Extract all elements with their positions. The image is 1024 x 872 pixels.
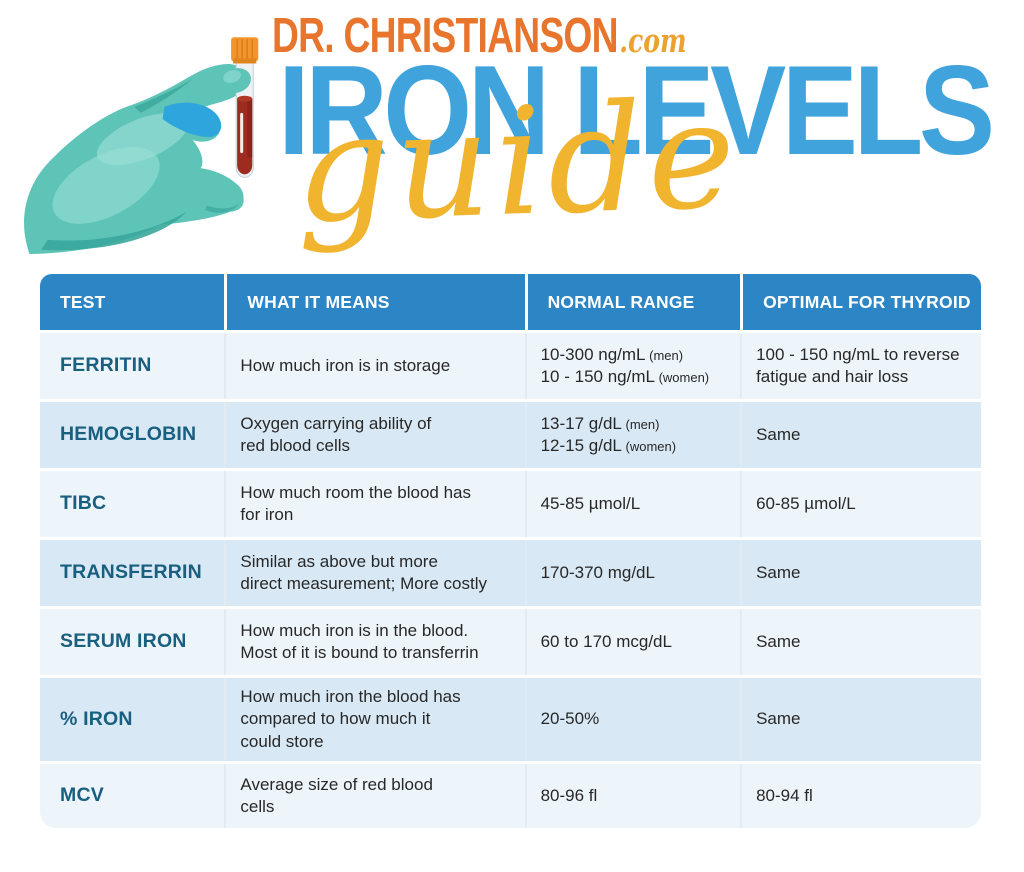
iron-levels-table: TEST WHAT IT MEANS NORMAL RANGE OPTIMAL FOR… [40,274,981,829]
normal-range-line: 45-85 µmol/L [540,493,641,513]
test-meaning: How much iron is in storage [224,333,524,399]
table-row: FERRITIN How much iron is in storage 10-30… [40,333,981,399]
optimal-for-thyroid: 60-85 µmol/L [740,471,981,537]
normal-range: 10-300 ng/mL (men) 10 - 150 ng/mL (women) [524,333,740,399]
range-note: (women) [654,370,710,385]
normal-range: 170-370 mg/dL [524,540,740,606]
normal-range-line: 80-96 fl [540,786,598,806]
optimal-for-thyroid: 80-94 fl [740,764,981,829]
normal-range-line: 20-50% [540,709,600,729]
table-header-row: TEST WHAT IT MEANS NORMAL RANGE OPTIMAL FOR… [40,274,981,330]
normal-range: 80-96 fl [524,764,740,829]
optimal-for-thyroid: Same [740,402,981,468]
table-row: TIBC How much room the blood has for iron… [40,471,981,537]
column-header: NORMAL RANGE [524,274,740,330]
table-row: MCV Average size of red blood cells 80-96 … [40,764,981,829]
range-note: (men) [621,416,660,432]
test-name: FERRITIN [60,354,152,377]
test-name: TIBC [60,492,107,515]
table-row: SERUM IRON How much iron is in the blood.… [40,609,981,675]
range-note: (men) [645,347,684,363]
test-name: % IRON [60,707,133,730]
test-meaning: How much iron is in the blood. Most of i… [224,609,524,675]
normal-range-line: 13-17 g/dL (men) [540,413,660,433]
column-header: WHAT IT MEANS [224,274,524,330]
column-header: OPTIMAL FOR THYROID [740,274,981,330]
table-row: % IRON How much iron the blood has compar… [40,678,981,762]
hand-holding-blood-test-tube-illustration [12,6,302,258]
normal-range-line: 10 - 150 ng/mL (women) [540,367,710,386]
range-note: (women) [621,439,677,454]
optimal-for-thyroid: Same [740,678,981,762]
normal-range: 13-17 g/dL (men) 12-15 g/dL (women) [524,402,740,468]
normal-range-line: 60 to 170 mcg/dL [540,631,672,651]
brand-line: DR. CHRISTIANSON.com [272,8,687,64]
optimal-for-thyroid: Same [740,540,981,606]
test-meaning: How much iron the blood has compared to … [224,678,524,762]
hand-test-tube-svg [24,37,259,254]
column-header: TEST [60,291,106,312]
page-subtitle-script: guide [292,68,743,256]
test-name: MCV [60,784,104,807]
normal-range-line: 170-370 mg/dL [540,562,655,582]
table-row: HEMOGLOBIN Oxygen carrying ability of red… [40,402,981,468]
normal-range: 45-85 µmol/L [524,471,740,537]
normal-range: 20-50% [524,678,740,762]
normal-range-line: 10-300 ng/mL (men) [540,344,684,364]
table-row: TRANSFERRIN Similar as above but more dir… [40,540,981,606]
brand-name: DR. CHRISTIANSON [272,9,619,63]
optimal-for-thyroid: 100 - 150 ng/mL to reverse fatigue and h… [740,333,981,399]
page-title: IRON LEVELS [278,39,995,181]
test-meaning: Similar as above but more direct measure… [224,540,524,606]
test-meaning: Oxygen carrying ability of red blood cel… [224,402,524,468]
test-name: SERUM IRON [60,630,187,653]
blood-test-tube [231,37,259,178]
test-meaning: Average size of red blood cells [224,764,524,829]
brand-tld: .com [619,21,687,60]
normal-range-line: 12-15 g/dL (women) [540,436,677,455]
table-body: FERRITIN How much iron is in storage 10-30… [40,333,981,829]
test-name: TRANSFERRIN [60,561,202,584]
normal-range: 60 to 170 mcg/dL [524,609,740,675]
optimal-for-thyroid: Same [740,609,981,675]
test-meaning: How much room the blood has for iron [224,471,524,537]
test-name: HEMOGLOBIN [60,423,197,446]
